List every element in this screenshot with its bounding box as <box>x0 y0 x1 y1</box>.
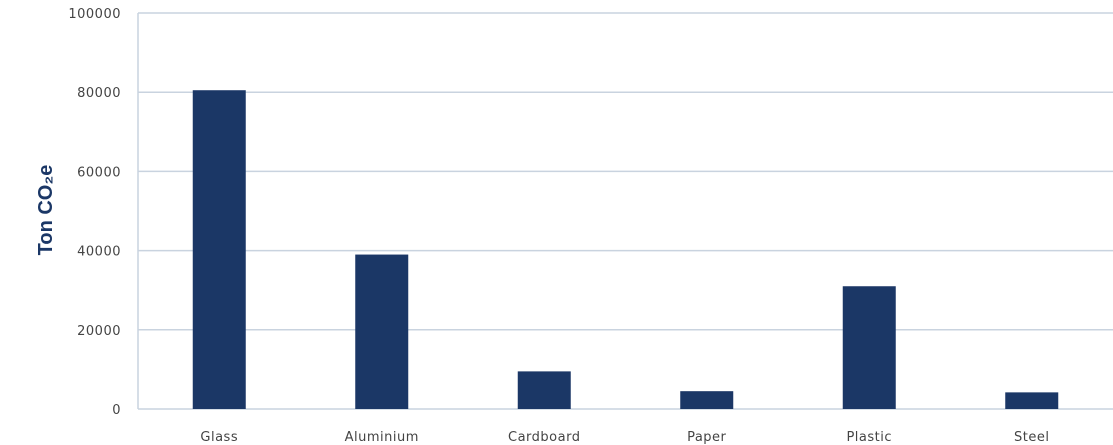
bar-cardboard <box>517 371 571 409</box>
x-axis-ticks: Glass Aluminium Cardboard Paper Plastic Steel <box>200 430 1049 445</box>
bar-glass <box>192 90 246 409</box>
bar-steel <box>1005 392 1059 409</box>
bars <box>192 90 1059 409</box>
bar-paper <box>680 391 734 409</box>
y-tick-label: 40000 <box>77 245 121 260</box>
y-axis-ticks: 0 20000 40000 60000 80000 100000 <box>68 7 121 418</box>
y-tick-label: 60000 <box>77 165 121 180</box>
x-tick-label: Glass <box>200 430 238 445</box>
x-tick-label: Plastic <box>846 430 892 445</box>
y-tick-label: 20000 <box>77 324 121 339</box>
x-tick-label: Cardboard <box>508 430 580 445</box>
x-tick-label: Steel <box>1014 430 1049 445</box>
y-tick-label: 80000 <box>77 86 121 101</box>
x-tick-label: Paper <box>687 430 726 445</box>
bar-plastic <box>842 286 896 409</box>
y-tick-label: 100000 <box>68 7 121 22</box>
y-tick-label: 0 <box>112 403 121 418</box>
x-tick-label: Aluminium <box>345 430 419 445</box>
y-axis-label: Ton CO₂e <box>35 165 57 256</box>
gridlines <box>137 12 1113 410</box>
bar-aluminium <box>355 254 409 409</box>
